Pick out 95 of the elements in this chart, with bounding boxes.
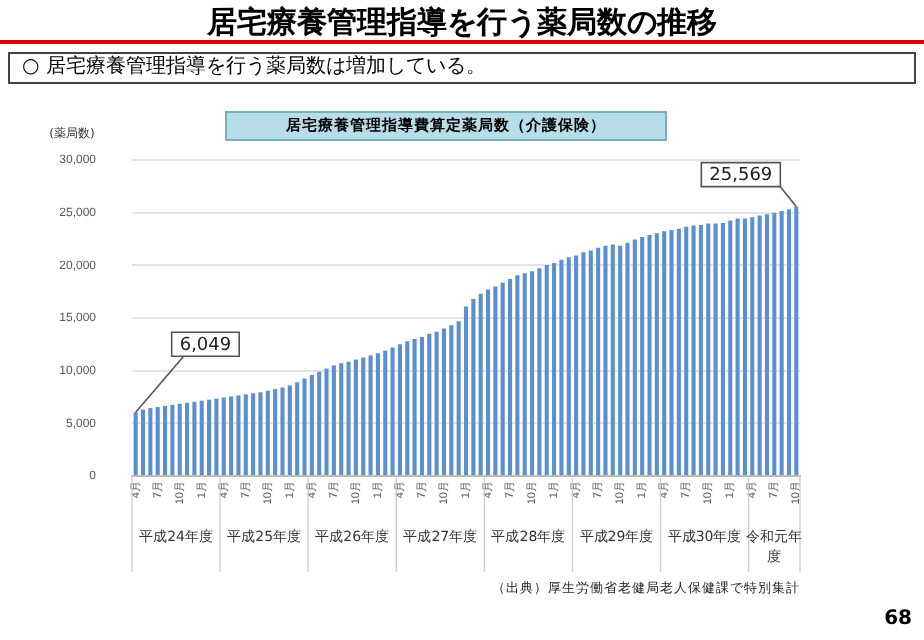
text: 居宅療養管理指導を行う薬局数の推移 <box>205 4 719 42</box>
bar <box>434 331 439 475</box>
text: ○ 居宅療養管理指導を行う薬局数は増加している。 <box>8 52 916 84</box>
bar <box>625 242 630 475</box>
bar <box>603 245 608 475</box>
bar <box>251 393 256 475</box>
bar <box>794 206 799 475</box>
bar <box>449 325 454 475</box>
bar <box>185 402 190 475</box>
bar <box>207 399 212 475</box>
bar <box>574 255 579 475</box>
bar <box>684 226 689 475</box>
bar <box>676 228 681 475</box>
bar <box>485 289 491 475</box>
bar <box>647 235 652 475</box>
bar <box>368 355 373 475</box>
bar <box>148 408 153 475</box>
bar <box>346 361 351 475</box>
bar <box>764 214 770 475</box>
bar <box>353 359 358 475</box>
bar <box>236 395 241 475</box>
bar <box>412 339 417 475</box>
bar <box>713 223 718 475</box>
bar <box>493 286 498 475</box>
bar <box>383 350 388 475</box>
bar <box>302 378 307 475</box>
bar <box>735 218 740 475</box>
bar <box>779 210 784 475</box>
bar <box>317 371 322 475</box>
bar <box>530 271 535 475</box>
bar <box>273 389 278 475</box>
bar <box>610 244 615 475</box>
bar <box>522 273 527 475</box>
bar <box>544 264 549 475</box>
bar <box>199 400 204 475</box>
bar <box>581 252 586 475</box>
bar <box>559 259 564 475</box>
bar <box>221 397 226 475</box>
bar <box>786 209 792 475</box>
bar <box>427 333 432 475</box>
bar <box>537 268 542 475</box>
bar <box>691 225 696 475</box>
bar <box>140 409 146 475</box>
bar <box>720 222 725 475</box>
bar <box>500 282 505 475</box>
bar <box>162 405 168 475</box>
bar <box>324 368 329 475</box>
bar <box>706 223 711 475</box>
bar <box>280 387 285 475</box>
data-label: 25,569 <box>709 166 773 187</box>
bar <box>463 306 469 475</box>
bar <box>419 336 424 475</box>
bar <box>309 374 314 475</box>
bar <box>508 279 513 475</box>
bar <box>441 328 447 475</box>
bar <box>192 401 197 475</box>
bar <box>588 250 593 475</box>
bar <box>471 299 476 475</box>
bar <box>654 233 659 475</box>
bar <box>265 390 270 475</box>
bar <box>361 357 366 475</box>
bar <box>632 239 637 475</box>
bar <box>640 237 645 475</box>
bar <box>698 224 703 475</box>
bar <box>750 217 755 475</box>
bar <box>596 247 601 475</box>
bar <box>478 293 483 475</box>
bar <box>397 344 402 475</box>
text: 68 <box>884 608 912 630</box>
bar <box>566 257 571 475</box>
bar <box>155 407 160 475</box>
bar <box>390 347 395 475</box>
bar <box>133 412 138 475</box>
bar <box>728 220 733 475</box>
bar <box>742 218 747 475</box>
bar <box>618 245 623 475</box>
bar <box>243 394 248 475</box>
bar <box>177 403 182 475</box>
bar <box>287 385 292 475</box>
bar <box>214 398 219 475</box>
bar <box>229 396 234 475</box>
bar <box>662 231 667 475</box>
bar <box>170 404 175 475</box>
bar <box>669 229 674 475</box>
bar <box>339 363 344 475</box>
bar <box>757 215 762 475</box>
bar <box>405 341 410 475</box>
data-label: 6,049 <box>179 335 232 356</box>
bar <box>515 275 520 475</box>
bar <box>331 365 336 475</box>
bar <box>375 353 380 475</box>
bar <box>295 382 300 475</box>
bar <box>258 392 263 475</box>
bar <box>552 263 557 475</box>
bar <box>772 212 777 475</box>
